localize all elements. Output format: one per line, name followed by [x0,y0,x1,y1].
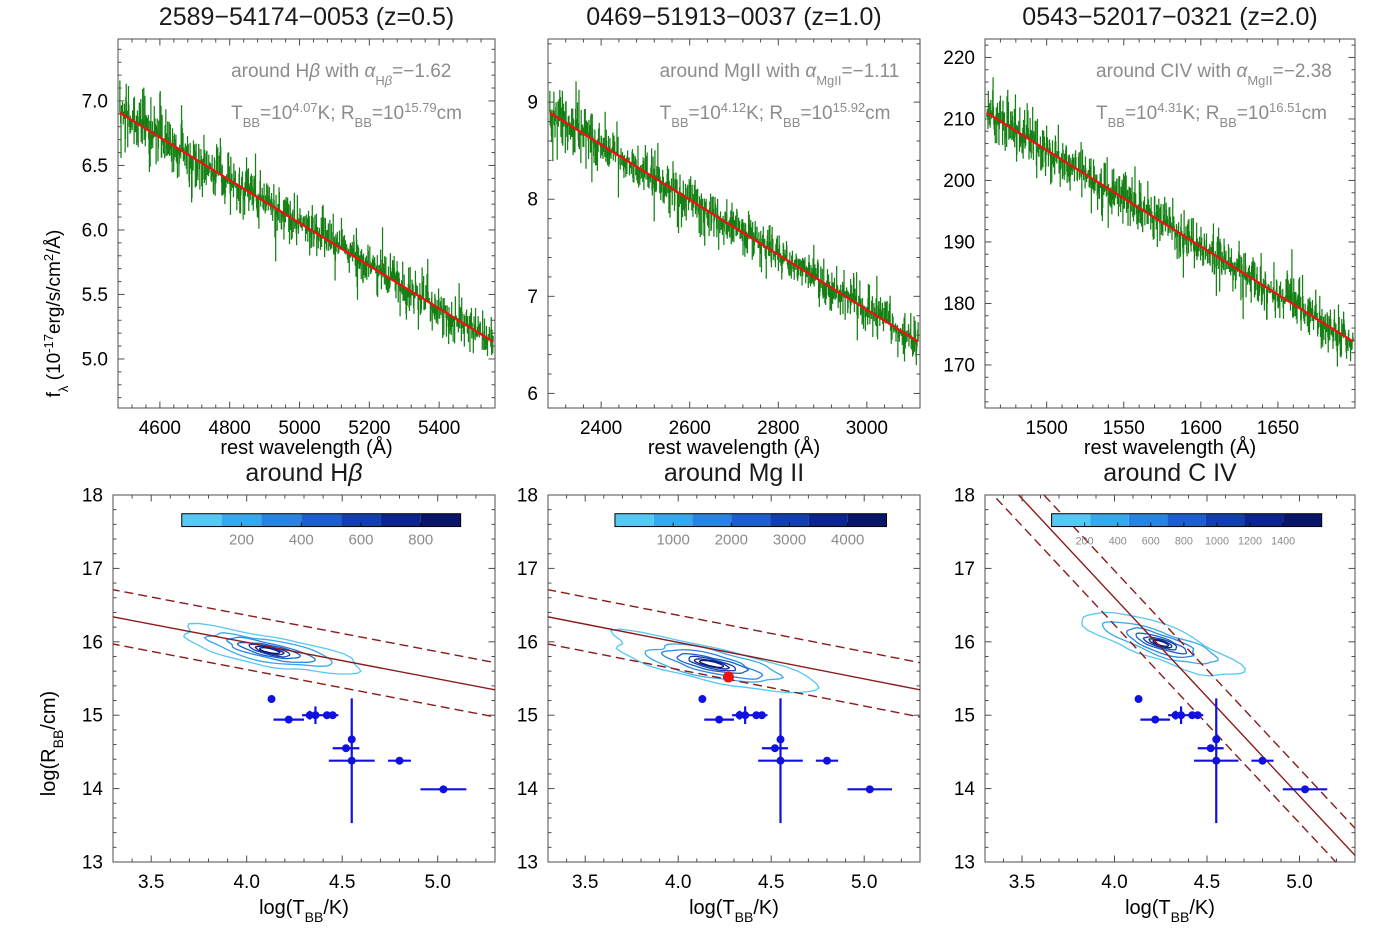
svg-text:600: 600 [349,532,374,549]
svg-text:2400: 2400 [580,418,622,439]
svg-text:4.5: 4.5 [758,872,784,893]
svg-text:3000: 3000 [846,418,888,439]
svg-text:800: 800 [1175,536,1193,548]
svg-text:190: 190 [943,232,975,253]
svg-text:18: 18 [954,486,975,507]
svg-text:220: 220 [943,48,975,69]
svg-text:170: 170 [943,355,975,376]
svg-text:14: 14 [517,779,539,800]
svg-text:14: 14 [82,779,104,800]
svg-text:3.5: 3.5 [572,872,598,893]
svg-text:3.5: 3.5 [1009,872,1035,893]
svg-text:1000: 1000 [1205,536,1229,548]
svg-text:4.0: 4.0 [233,872,259,893]
svg-text:15: 15 [954,706,975,727]
svg-text:8: 8 [527,190,538,211]
svg-text:17: 17 [517,559,538,580]
svg-text:13: 13 [82,853,103,874]
svg-text:14: 14 [954,779,976,800]
svg-text:1400: 1400 [1271,536,1295,548]
svg-text:1600: 1600 [1180,418,1222,439]
svg-text:5400: 5400 [418,418,460,439]
svg-text:200: 200 [1076,536,1094,548]
svg-text:6.0: 6.0 [82,220,108,241]
svg-text:5.0: 5.0 [1286,872,1312,893]
svg-text:16: 16 [517,632,538,653]
svg-text:around Mg II: around Mg II [664,459,804,487]
svg-text:17: 17 [82,559,103,580]
svg-text:5200: 5200 [348,418,390,439]
svg-text:5.0: 5.0 [851,872,877,893]
svg-text:13: 13 [517,853,538,874]
svg-text:rest wavelength (Å): rest wavelength (Å) [220,436,392,459]
svg-text:400: 400 [1109,536,1127,548]
svg-text:200: 200 [229,532,254,549]
svg-text:200: 200 [943,171,975,192]
svg-text:4000: 4000 [831,532,864,549]
svg-text:1200: 1200 [1238,536,1262,548]
svg-text:3.5: 3.5 [138,872,164,893]
svg-text:6.5: 6.5 [82,156,108,177]
svg-text:5.0: 5.0 [424,872,450,893]
svg-text:9: 9 [527,93,538,114]
svg-text:2800: 2800 [757,418,799,439]
svg-text:4.5: 4.5 [1194,872,1220,893]
svg-text:3000: 3000 [773,532,806,549]
svg-text:600: 600 [1142,536,1160,548]
svg-text:1500: 1500 [1026,418,1068,439]
svg-text:4.0: 4.0 [1101,872,1127,893]
svg-text:400: 400 [289,532,314,549]
svg-text:2000: 2000 [715,532,748,549]
svg-text:1000: 1000 [656,532,689,549]
svg-text:4.5: 4.5 [329,872,355,893]
svg-text:18: 18 [82,486,103,507]
svg-text:5.5: 5.5 [82,285,108,306]
svg-text:13: 13 [954,853,975,874]
svg-text:4.0: 4.0 [665,872,691,893]
svg-text:16: 16 [82,632,103,653]
svg-text:rest wavelength (Å): rest wavelength (Å) [1084,436,1256,459]
svg-text:around C IV: around C IV [1103,459,1237,487]
svg-text:0543−52017−0321 (z=2.0): 0543−52017−0321 (z=2.0) [1022,3,1317,31]
svg-text:210: 210 [943,109,975,130]
svg-text:1550: 1550 [1103,418,1145,439]
svg-text:5.0: 5.0 [82,349,108,370]
svg-text:1650: 1650 [1257,418,1299,439]
svg-text:180: 180 [943,294,975,315]
svg-text:16: 16 [954,632,975,653]
svg-text:rest wavelength (Å): rest wavelength (Å) [648,436,820,459]
svg-text:0469−51913−0037 (z=1.0): 0469−51913−0037 (z=1.0) [586,3,881,31]
svg-text:2600: 2600 [669,418,711,439]
svg-text:7.0: 7.0 [82,91,108,112]
svg-text:4800: 4800 [209,418,251,439]
svg-text:around Hβ: around Hβ [245,459,362,487]
svg-text:15: 15 [82,706,103,727]
svg-text:800: 800 [408,532,433,549]
svg-text:7: 7 [527,287,538,308]
svg-text:5000: 5000 [278,418,320,439]
svg-text:4600: 4600 [139,418,181,439]
svg-text:6: 6 [527,384,538,405]
svg-text:15: 15 [517,706,538,727]
svg-text:18: 18 [517,486,538,507]
svg-text:17: 17 [954,559,975,580]
svg-text:2589−54174−0053 (z=0.5): 2589−54174−0053 (z=0.5) [159,3,454,31]
